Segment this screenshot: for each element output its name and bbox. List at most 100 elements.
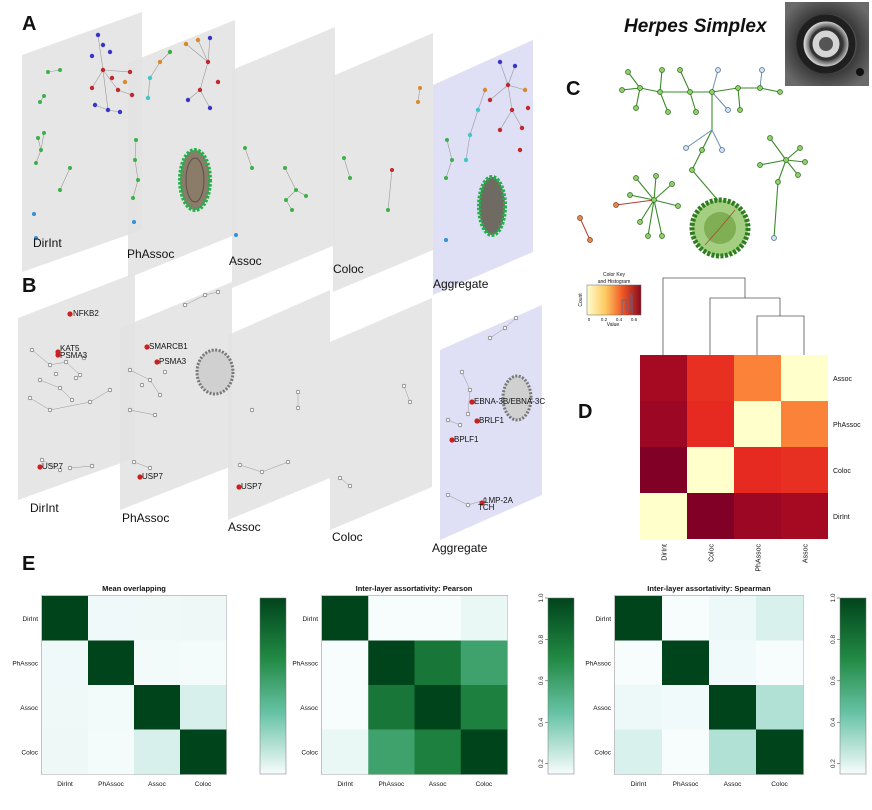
layer-label-assoc: Assoc bbox=[229, 254, 262, 268]
panel-c-blue-nodes bbox=[683, 67, 777, 241]
heatmap-x-tick: PhAssoc bbox=[379, 781, 405, 788]
heatmap-cell bbox=[756, 596, 804, 641]
heatmap-y-tick: Coloc bbox=[21, 749, 38, 756]
panel-c-blue-edges bbox=[685, 69, 763, 151]
color-key-xlabel: Value bbox=[607, 322, 620, 328]
heatmap-cell bbox=[88, 685, 135, 730]
heatmap-cell bbox=[615, 640, 663, 686]
heatmap-x-tick: Coloc bbox=[476, 781, 493, 788]
heatmap-x-tick: Assoc bbox=[148, 781, 166, 788]
highlighted-gene-nodes bbox=[37, 311, 485, 506]
network-aggregate-hub bbox=[477, 175, 507, 237]
layer-plane-phassoc bbox=[128, 20, 235, 278]
heatmap-cell bbox=[322, 685, 369, 730]
layer-label-coloc: Coloc bbox=[333, 262, 364, 276]
heatmap-cell bbox=[734, 401, 781, 447]
panel-c-nodes bbox=[619, 67, 808, 239]
heatmap-cell bbox=[322, 640, 369, 686]
heatmap-cell bbox=[687, 355, 734, 401]
heatmap-title: Inter-layer assortativity: Pearson bbox=[356, 584, 473, 593]
heatmap-cell bbox=[134, 685, 181, 730]
heatmap-cell bbox=[734, 447, 781, 493]
colorbar bbox=[547, 597, 575, 775]
heatmap-x-tick: DirInt bbox=[631, 781, 647, 788]
gene-label-tch: TCH bbox=[478, 503, 495, 512]
heatmap-cell bbox=[615, 596, 663, 641]
heatmap-cell bbox=[615, 729, 663, 775]
heatmap-cell bbox=[662, 596, 710, 641]
layer-plane-b-coloc bbox=[330, 298, 432, 530]
heatmap-cell bbox=[368, 685, 415, 730]
heatmap-y-tick: DirInt bbox=[22, 616, 38, 623]
heatmap-cell bbox=[662, 685, 710, 730]
heatmap-cell bbox=[734, 355, 781, 401]
network-phassoc-hub bbox=[178, 148, 212, 212]
heatmap-cell bbox=[322, 729, 369, 775]
panel-c-network bbox=[577, 67, 808, 259]
heatmap-cell bbox=[414, 685, 462, 730]
heatmap-cell bbox=[180, 685, 227, 730]
heatmap-cell bbox=[368, 596, 415, 641]
network-dirint-nodes bbox=[32, 32, 135, 240]
panel-c-hub bbox=[689, 197, 751, 259]
gene-label-bplf1: BPLF1 bbox=[454, 435, 479, 444]
colorbar-tick-label: 0.2 bbox=[830, 759, 837, 768]
heatmap-cell bbox=[134, 596, 181, 641]
heatmap-cell bbox=[734, 493, 781, 539]
heatmap-cell bbox=[134, 729, 181, 775]
color-key-subtitle: and Histogram bbox=[598, 279, 631, 285]
colorbar-tick-label: 0.8 bbox=[538, 635, 545, 644]
panel-c-red-edges bbox=[579, 199, 655, 241]
heatmap-cell bbox=[756, 685, 804, 730]
heatmap-cell bbox=[42, 596, 89, 641]
network-dirint bbox=[35, 34, 133, 191]
layer-plane-assoc bbox=[232, 27, 335, 288]
colorbar-tick-label: 1.0 bbox=[538, 593, 545, 602]
heatmap-frame bbox=[321, 595, 508, 775]
heatmap-y-tick: Assoc bbox=[593, 705, 611, 712]
heatmap-cell bbox=[460, 640, 508, 686]
heatmap-cell bbox=[640, 493, 687, 539]
color-key-ylabel: Count bbox=[578, 293, 584, 307]
gene-label-brlf1: BRLF1 bbox=[479, 416, 504, 425]
heatmap-cell bbox=[180, 640, 227, 686]
heatmap-cell bbox=[756, 729, 804, 775]
heatmap-mean-overlapping: Mean overlapping DirInt DirInt PhAssoc PhAss… bbox=[12, 584, 287, 788]
layer-plane-dirint bbox=[22, 12, 142, 272]
dendro-heatmap bbox=[640, 355, 828, 539]
figure-title: Herpes Simplex bbox=[624, 16, 768, 37]
heatmap-col-label: Assoc bbox=[803, 544, 810, 564]
heatmap-col-label: Coloc bbox=[709, 544, 716, 562]
colorbar-tick-label: 0.4 bbox=[830, 717, 837, 726]
gene-label-usp7-dirint: USP7 bbox=[42, 462, 63, 471]
heatmap-spearman: Inter-layer assortativity: Spearman DirIn… bbox=[585, 584, 867, 788]
heatmap-cell bbox=[781, 355, 828, 401]
color-key: Color Key and Histogram Value Count 0 0.… bbox=[578, 272, 642, 328]
layer-plane-b-assoc bbox=[228, 290, 330, 520]
heatmap-x-tick: DirInt bbox=[337, 781, 353, 788]
heatmap-cell bbox=[756, 640, 804, 686]
heatmap-cell bbox=[460, 729, 508, 775]
network-phassoc bbox=[132, 37, 211, 199]
heatmap-cell bbox=[414, 729, 462, 775]
network-aggregate bbox=[445, 61, 526, 179]
heatmap-cell bbox=[368, 640, 415, 686]
heatmap-x-tick: DirInt bbox=[57, 781, 73, 788]
colorbar bbox=[839, 597, 867, 775]
gene-label-nfkb2: NFKB2 bbox=[73, 309, 99, 318]
heatmap-row-label: PhAssoc bbox=[833, 422, 861, 429]
heatmap-x-tick: Coloc bbox=[771, 781, 788, 788]
layer-label-dirint: DirInt bbox=[33, 236, 62, 250]
gene-label-usp7-phassoc: USP7 bbox=[142, 472, 163, 481]
gene-label-lmp2a: LMP-2A bbox=[484, 496, 514, 505]
colorbar-tick-label: 0.6 bbox=[538, 676, 545, 685]
panel-letter-e: E bbox=[22, 553, 35, 575]
network-b-gray-nodes bbox=[27, 289, 519, 508]
heatmap-frame bbox=[41, 595, 227, 775]
layer-label-b-phassoc: PhAssoc bbox=[122, 511, 169, 525]
heatmap-x-tick: PhAssoc bbox=[98, 781, 124, 788]
layer-plane-b-phassoc bbox=[120, 282, 232, 510]
heatmap-title: Mean overlapping bbox=[102, 584, 166, 593]
heatmap-row-label: Assoc bbox=[833, 376, 853, 383]
panel-d: Color Key and Histogram Value Count 0 0.… bbox=[578, 272, 861, 572]
